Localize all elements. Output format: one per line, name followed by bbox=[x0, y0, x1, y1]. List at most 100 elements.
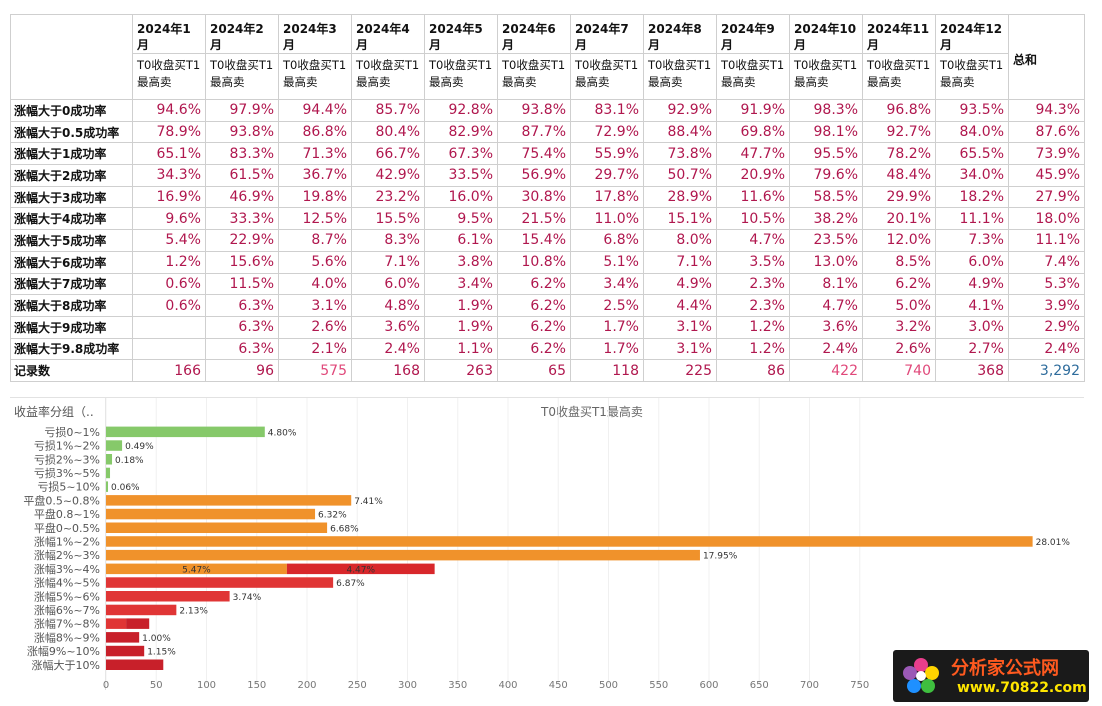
row-label[interactable]: 涨幅大于8成功率 bbox=[10, 294, 133, 317]
count-cell: 740 bbox=[862, 359, 936, 382]
table-cell: 8.3% bbox=[351, 229, 425, 252]
row-label[interactable]: 涨幅大于3成功率 bbox=[10, 185, 133, 209]
category-label: 平盘0.5~0.8% bbox=[23, 493, 100, 507]
row-label[interactable]: 涨幅大于0.5成功率 bbox=[10, 120, 133, 144]
bar bbox=[106, 454, 113, 465]
table-cell: 15.1% bbox=[643, 207, 717, 231]
x-tick-label: 500 bbox=[599, 680, 618, 691]
table-cell: 38.2% bbox=[789, 207, 863, 231]
month-header[interactable]: 2024年8月 bbox=[643, 14, 717, 54]
bar bbox=[106, 549, 700, 561]
bar bbox=[106, 467, 111, 479]
count-row: 记录数 166 96 575 168 263 65 118 225 86 422 740 368 3,29… bbox=[10, 359, 1085, 382]
measure-header[interactable]: T0收盘买T1最高卖 bbox=[716, 53, 790, 100]
table-cell: 11.1% bbox=[935, 207, 1009, 231]
bar bbox=[106, 659, 164, 670]
month-header[interactable]: 2024年10月 bbox=[789, 14, 863, 54]
month-header[interactable]: 2024年12月 bbox=[935, 14, 1009, 54]
measure-header-row: T0收盘买T1最高卖 T0收盘买T1最高卖 T0收盘买T1最高卖 T0收盘买T1最高卖… bbox=[11, 53, 1085, 100]
total-cell: 87.6% bbox=[1008, 120, 1085, 144]
measure-header[interactable]: T0收盘买T1最高卖 bbox=[205, 53, 279, 100]
table-cell: 33.5% bbox=[424, 164, 498, 187]
bar bbox=[286, 563, 435, 575]
measure-header[interactable]: T0收盘买T1最高卖 bbox=[351, 53, 425, 100]
table-cell: 50.7% bbox=[643, 164, 717, 187]
category-label: 亏损0~1% bbox=[44, 425, 100, 439]
category-label: 涨幅1%~2% bbox=[34, 535, 100, 548]
table-cell: 47.7% bbox=[716, 142, 790, 166]
row-label[interactable]: 涨幅大于5成功率 bbox=[10, 229, 133, 252]
table-cell: 16.0% bbox=[424, 185, 498, 209]
table-cell: 15.4% bbox=[497, 229, 571, 252]
row-label[interactable]: 涨幅大于9成功率 bbox=[10, 315, 133, 339]
measure-header[interactable]: T0收盘买T1最高卖 bbox=[497, 53, 571, 100]
table-cell: 29.7% bbox=[570, 164, 644, 187]
month-header[interactable]: 2024年3月 bbox=[278, 14, 352, 54]
table-cell: 73.8% bbox=[643, 142, 717, 166]
table-cell: 2.4% bbox=[351, 337, 425, 361]
measure-header[interactable]: T0收盘买T1最高卖 bbox=[278, 53, 352, 100]
data-label: 28.01% bbox=[1036, 538, 1071, 548]
data-label: 4.47% bbox=[346, 565, 375, 575]
table-cell: 28.9% bbox=[643, 185, 717, 209]
table-cell: 9.5% bbox=[424, 207, 498, 231]
count-cell: 65 bbox=[497, 359, 571, 382]
category-label: 涨幅2%~3% bbox=[34, 549, 100, 562]
category-label: 涨幅3%~4% bbox=[34, 563, 100, 576]
row-label[interactable]: 涨幅大于9.8成功率 bbox=[10, 337, 133, 361]
table-cell: 3.1% bbox=[278, 294, 352, 317]
table-cell: 18.2% bbox=[935, 185, 1009, 209]
measure-header[interactable]: T0收盘买T1最高卖 bbox=[643, 53, 717, 100]
x-tick-label: 0 bbox=[103, 680, 109, 691]
x-tick-label: 550 bbox=[649, 680, 668, 691]
table-cell: 55.9% bbox=[570, 142, 644, 166]
table-row: 涨幅大于4成功率 9.6% 33.3% 12.5% 15.5% 9.5% 21.5% 11.0… bbox=[10, 207, 1085, 231]
row-label[interactable]: 涨幅大于2成功率 bbox=[10, 164, 133, 187]
chart-title: T0收盘买T1最高卖 bbox=[541, 405, 643, 419]
total-header[interactable]: 总和 bbox=[1008, 14, 1085, 100]
data-label: 6.87% bbox=[336, 579, 365, 589]
month-header[interactable]: 2024年4月 bbox=[351, 14, 425, 54]
table-row: 涨幅大于5成功率 5.4% 22.9% 8.7% 8.3% 6.1% 15.4% 6.8% 8.… bbox=[10, 229, 1085, 252]
count-cell: 86 bbox=[716, 359, 790, 382]
table-cell: 66.7% bbox=[351, 142, 425, 166]
month-header[interactable]: 2024年11月 bbox=[862, 14, 936, 54]
row-label[interactable]: 记录数 bbox=[10, 359, 133, 382]
category-label: 涨幅4%~5% bbox=[34, 577, 100, 590]
month-header[interactable]: 2024年7月 bbox=[570, 14, 644, 54]
table-cell: 7.1% bbox=[351, 250, 425, 274]
bar bbox=[106, 591, 230, 602]
category-label: 亏损1%~2% bbox=[34, 439, 100, 453]
measure-header[interactable]: T0收盘买T1最高卖 bbox=[862, 53, 936, 100]
measure-header[interactable]: T0收盘买T1最高卖 bbox=[424, 53, 498, 100]
table-cell: 11.0% bbox=[570, 207, 644, 231]
x-tick-label: 300 bbox=[398, 680, 417, 691]
bar bbox=[106, 577, 334, 588]
category-label: 涨幅大于10% bbox=[32, 658, 100, 672]
row-label[interactable]: 涨幅大于4成功率 bbox=[10, 207, 133, 231]
table-cell: 86.8% bbox=[278, 120, 352, 144]
month-header[interactable]: 2024年9月 bbox=[716, 14, 790, 54]
table-cell: 95.5% bbox=[789, 142, 863, 166]
table-cell: 88.4% bbox=[643, 120, 717, 144]
table-cell: 67.3% bbox=[424, 142, 498, 166]
data-label: 17.95% bbox=[703, 552, 738, 562]
measure-header[interactable]: T0收盘买T1最高卖 bbox=[789, 53, 863, 100]
table-cell: 58.5% bbox=[789, 185, 863, 209]
measure-header[interactable]: T0收盘买T1最高卖 bbox=[570, 53, 644, 100]
data-label: 1.00% bbox=[142, 634, 171, 644]
table-cell: 29.9% bbox=[862, 185, 936, 209]
measure-header[interactable]: T0收盘买T1最高卖 bbox=[935, 53, 1009, 100]
month-header[interactable]: 2024年5月 bbox=[424, 14, 498, 54]
category-label: 亏损5~10% bbox=[37, 480, 100, 494]
x-tick-label: 250 bbox=[348, 680, 367, 691]
row-label[interactable]: 涨幅大于7成功率 bbox=[10, 272, 133, 296]
table-cell: 0.6% bbox=[132, 272, 206, 296]
month-header[interactable]: 2024年6月 bbox=[497, 14, 571, 54]
x-tick-label: 150 bbox=[247, 680, 266, 691]
category-label: 涨幅6%~7% bbox=[34, 604, 100, 617]
row-label[interactable]: 涨幅大于1成功率 bbox=[10, 142, 133, 166]
group-field-header[interactable]: 收益率分组（.. bbox=[14, 405, 94, 419]
data-label: 1.15% bbox=[147, 648, 176, 658]
measure-header[interactable]: T0收盘买T1最高卖 bbox=[132, 53, 206, 100]
